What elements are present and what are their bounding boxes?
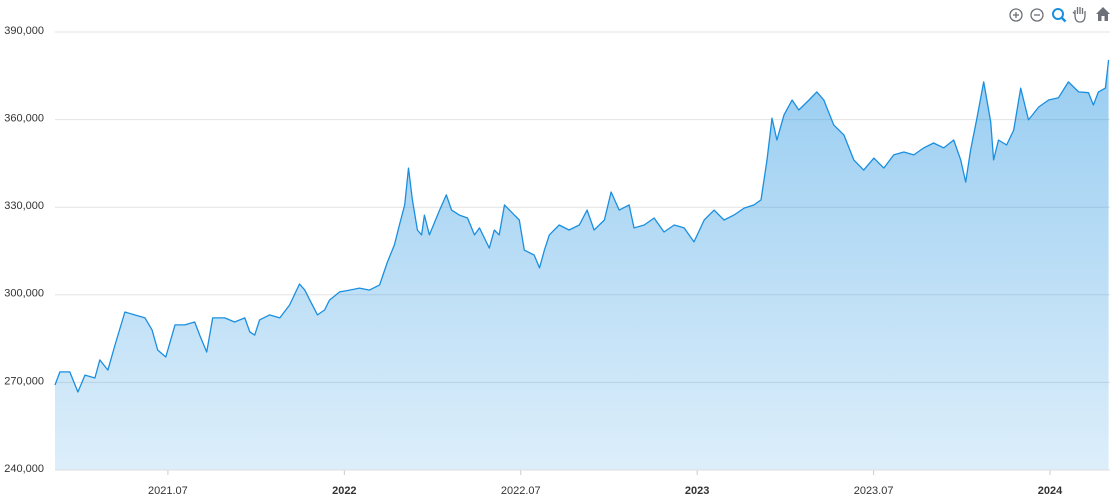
y-tick-label: 270,000 [4, 375, 44, 387]
y-tick-label: 300,000 [4, 288, 44, 300]
zoom-out-button[interactable] [1030, 8, 1044, 22]
y-tick-label: 390,000 [4, 25, 44, 37]
reset-button[interactable] [1096, 7, 1110, 21]
x-tick-label: 2023 [685, 485, 709, 497]
pan-button[interactable] [1072, 7, 1086, 23]
y-tick-label: 330,000 [4, 200, 44, 212]
line [54, 59, 1110, 393]
area [55, 60, 1109, 470]
zoom-select-button[interactable] [1052, 8, 1067, 23]
x-tick-label: 2021.07 [148, 485, 188, 497]
y-tick-label: 240,000 [4, 463, 44, 475]
x-tick-label: 2024 [1038, 485, 1063, 497]
toolbar [1009, 7, 1110, 23]
y-tick-label: 360,000 [4, 113, 44, 125]
x-tick-label: 2022.07 [501, 485, 541, 497]
zoom-in-button[interactable] [1009, 8, 1023, 22]
x-tick-label: 2023.07 [854, 485, 894, 497]
x-tick-label: 2022 [332, 485, 356, 497]
